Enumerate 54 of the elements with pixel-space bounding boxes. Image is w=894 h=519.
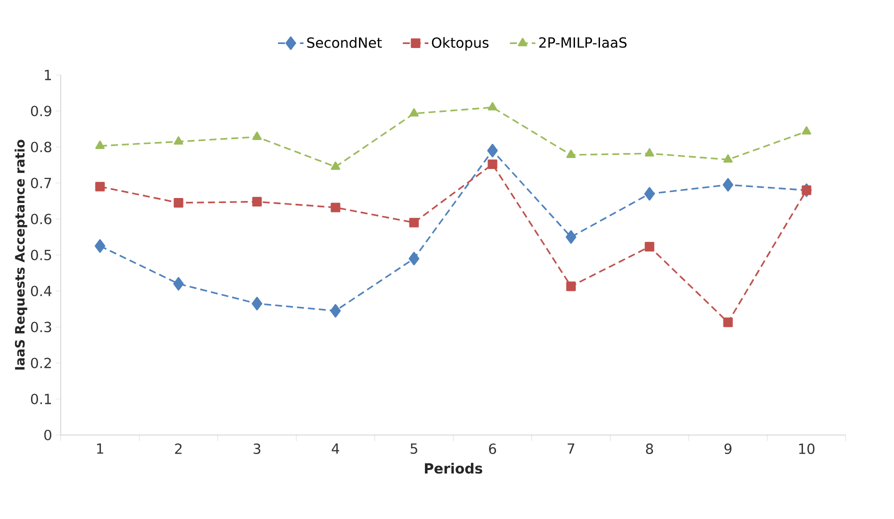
x-tick-label: 6 bbox=[489, 443, 496, 454]
point bbox=[723, 154, 733, 163]
y-tick-label: 0.6 bbox=[30, 214, 52, 224]
point bbox=[95, 182, 105, 192]
point bbox=[644, 187, 655, 201]
point bbox=[330, 304, 341, 318]
point bbox=[330, 162, 340, 170]
point bbox=[722, 178, 734, 192]
y-tick-label: 0.1 bbox=[30, 394, 51, 404]
point bbox=[252, 296, 262, 310]
point bbox=[174, 136, 184, 145]
point bbox=[409, 218, 419, 228]
point bbox=[94, 239, 106, 253]
point bbox=[409, 108, 419, 117]
point bbox=[95, 140, 105, 149]
y-axis-title: IaaS Requests Acceptance ratio bbox=[14, 140, 28, 370]
point bbox=[802, 126, 812, 135]
x-tick-label: 1 bbox=[97, 444, 104, 454]
y-tick-label: 0.5 bbox=[30, 250, 52, 260]
point bbox=[252, 196, 262, 207]
point bbox=[566, 150, 576, 158]
x-tick-label: 8 bbox=[646, 443, 653, 454]
legend-label: Oktopus bbox=[432, 37, 488, 51]
y-tick-label: 0.4 bbox=[30, 286, 52, 296]
y-tick-label: 0.3 bbox=[30, 322, 52, 332]
y-tick-label: 0.7 bbox=[30, 178, 52, 188]
point bbox=[173, 277, 184, 291]
x-tick-label: 7 bbox=[568, 444, 574, 454]
point bbox=[330, 202, 340, 212]
x-tick-label: 3 bbox=[254, 443, 260, 454]
point bbox=[723, 318, 733, 328]
point bbox=[644, 242, 654, 252]
x-tick-label: 2 bbox=[175, 443, 182, 454]
x-tick-label: 10 bbox=[799, 443, 814, 454]
legend-label: 2P-MILP-IaaS bbox=[539, 37, 627, 48]
x-tick-label: 5 bbox=[410, 444, 418, 454]
point bbox=[487, 144, 498, 158]
point bbox=[488, 159, 498, 170]
y-tick-label: 0 bbox=[44, 430, 52, 440]
x-axis-title: Periods bbox=[424, 462, 482, 474]
y-tick-label: 0.9 bbox=[30, 106, 52, 116]
x-tick-label: 4 bbox=[332, 444, 340, 454]
point bbox=[252, 132, 262, 140]
point bbox=[174, 198, 184, 208]
point bbox=[566, 230, 576, 244]
point bbox=[488, 102, 498, 110]
y-tick-label: 0.2 bbox=[30, 358, 51, 368]
x-tick-label: 9 bbox=[724, 443, 732, 454]
point bbox=[408, 252, 420, 266]
y-tick-label: 0.8 bbox=[30, 142, 52, 152]
y-tick-label: 1 bbox=[44, 70, 51, 80]
point bbox=[644, 148, 654, 157]
point bbox=[566, 282, 576, 292]
legend-label: SecondNet bbox=[307, 37, 382, 48]
